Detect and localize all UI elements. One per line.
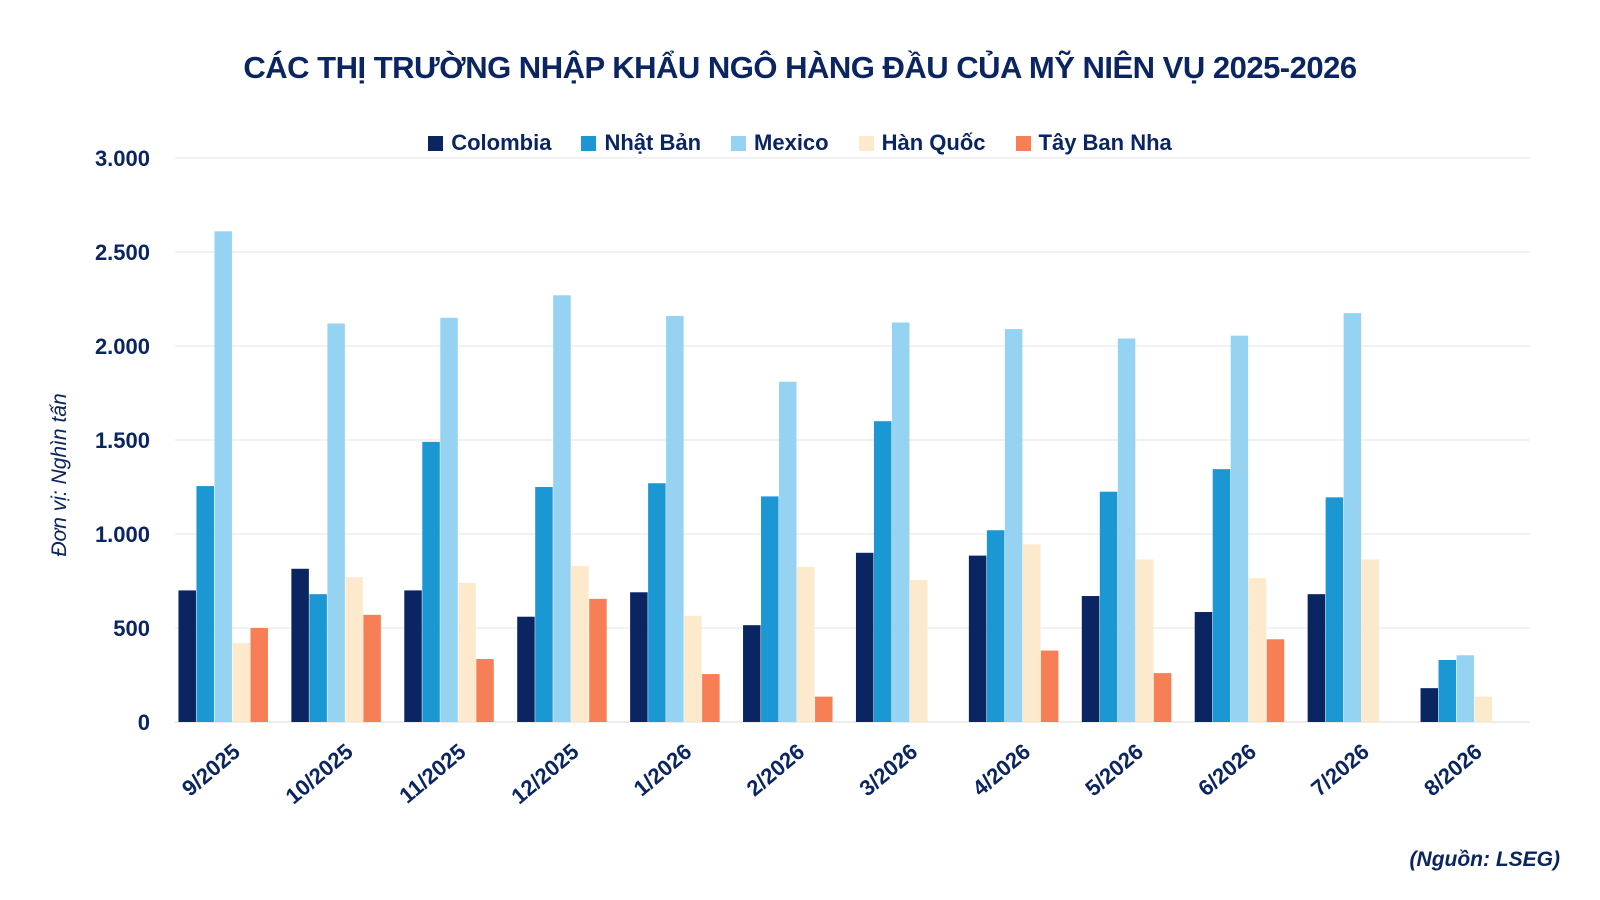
x-tick-label: 6/2026 xyxy=(1193,739,1261,801)
bar-1-7 xyxy=(855,552,874,722)
bar-3-3 xyxy=(440,317,458,722)
bar-1-1 xyxy=(178,590,196,722)
bar-2-1 xyxy=(196,486,214,722)
legend-label: Colombia xyxy=(451,130,552,155)
legend-label: Tây Ban Nha xyxy=(1038,130,1172,155)
bar-4-3 xyxy=(458,582,476,722)
bar-2-12 xyxy=(1438,659,1457,722)
legend-item-3: Mexico xyxy=(731,130,829,156)
bar-2-4 xyxy=(535,487,553,722)
bar-5-8 xyxy=(1040,650,1059,722)
x-tick-label: 1/2026 xyxy=(629,739,697,801)
bar-4-5 xyxy=(684,615,702,722)
bar-5-4 xyxy=(589,598,607,722)
bar-2-3 xyxy=(422,441,440,722)
legend-label: Nhật Bản xyxy=(604,130,702,155)
bar-5-10 xyxy=(1266,639,1285,722)
bar-3-7 xyxy=(891,322,910,722)
bar-5-9 xyxy=(1153,673,1172,722)
bar-5-3 xyxy=(476,659,494,722)
bar-1-4 xyxy=(517,616,535,722)
x-tick-label: 5/2026 xyxy=(1080,739,1148,801)
y-tick-label: 2.000 xyxy=(95,334,150,359)
bar-2-8 xyxy=(986,530,1005,722)
bar-1-10 xyxy=(1194,612,1213,722)
x-tick-label: 12/2025 xyxy=(506,739,583,809)
x-tick-label: 9/2025 xyxy=(177,739,245,801)
y-tick-label: 3.000 xyxy=(95,146,150,171)
bar-3-1 xyxy=(214,231,232,722)
bar-4-8 xyxy=(1022,544,1041,722)
bar-1-5 xyxy=(630,592,648,722)
bar-1-6 xyxy=(743,625,761,722)
legend-label: Hàn Quốc xyxy=(881,130,986,155)
bar-1-2 xyxy=(291,568,309,722)
y-tick-label: 1.500 xyxy=(95,428,150,453)
source-note: (Nguồn: LSEG) xyxy=(1409,848,1560,871)
bar-1-11 xyxy=(1307,594,1326,722)
x-tick-label: 8/2026 xyxy=(1419,739,1487,801)
legend-item-4: Hàn Quốc xyxy=(858,130,986,156)
bar-5-6 xyxy=(815,696,833,722)
bar-3-12 xyxy=(1456,655,1475,722)
bar-4-2 xyxy=(345,577,363,722)
chart-legend: Colombia Nhật Bản Mexico Hàn Quốc Tây Ban Nh… xyxy=(0,130,1600,156)
bar-3-8 xyxy=(1004,329,1023,722)
bar-4-1 xyxy=(232,643,250,722)
x-tick-label: 2/2026 xyxy=(742,739,810,801)
bar-5-5 xyxy=(702,674,720,722)
y-tick-label: 0 xyxy=(138,710,150,735)
y-tick-label: 2.500 xyxy=(95,240,150,265)
bar-1-12 xyxy=(1420,688,1439,722)
x-tick-label: 11/2025 xyxy=(394,739,470,808)
legend-item-5: Tây Ban Nha xyxy=(1015,130,1172,156)
y-tick-label: 1.000 xyxy=(95,522,150,547)
bar-3-6 xyxy=(779,381,797,722)
bar-3-2 xyxy=(327,323,345,722)
legend-swatch xyxy=(428,135,444,151)
legend-item-2: Nhật Bản xyxy=(581,130,701,156)
bar-4-4 xyxy=(571,565,589,722)
bar-3-9 xyxy=(1117,338,1136,722)
bar-1-9 xyxy=(1081,596,1100,722)
bar-2-10 xyxy=(1212,469,1231,722)
bar-1-8 xyxy=(968,555,987,722)
bar-2-6 xyxy=(761,496,779,722)
legend-swatch xyxy=(731,135,747,151)
x-tick-label: 7/2026 xyxy=(1306,739,1374,801)
legend-label: Mexico xyxy=(754,130,829,155)
x-tick-label: 3/2026 xyxy=(855,739,923,801)
bar-5-1 xyxy=(250,628,268,722)
bar-2-5 xyxy=(648,483,666,722)
bar-4-9 xyxy=(1135,559,1154,722)
bar-2-7 xyxy=(873,421,892,722)
bar-3-10 xyxy=(1230,335,1249,722)
bar-4-12 xyxy=(1474,696,1493,722)
bar-3-11 xyxy=(1343,313,1362,722)
chart-title: CÁC THỊ TRƯỜNG NHẬP KHẨU NGÔ HÀNG ĐẦU CỦ… xyxy=(243,50,1357,85)
bar-2-2 xyxy=(309,594,327,722)
bar-4-10 xyxy=(1248,578,1267,722)
x-tick-label: 4/2026 xyxy=(967,739,1035,801)
x-tick-label: 10/2025 xyxy=(281,739,358,809)
bar-2-11 xyxy=(1325,497,1344,722)
bar-3-4 xyxy=(553,295,571,722)
bar-4-11 xyxy=(1361,559,1380,722)
bar-4-6 xyxy=(797,566,815,722)
bar-4-7 xyxy=(909,580,928,722)
bar-1-3 xyxy=(404,590,422,722)
bar-2-9 xyxy=(1099,491,1118,722)
legend-swatch xyxy=(858,135,874,151)
bar-5-2 xyxy=(363,614,381,722)
legend-swatch xyxy=(1015,135,1031,151)
bar-3-5 xyxy=(666,315,684,722)
legend-item-1: Colombia xyxy=(428,130,551,156)
y-tick-label: 500 xyxy=(113,616,150,641)
legend-swatch xyxy=(581,135,597,151)
